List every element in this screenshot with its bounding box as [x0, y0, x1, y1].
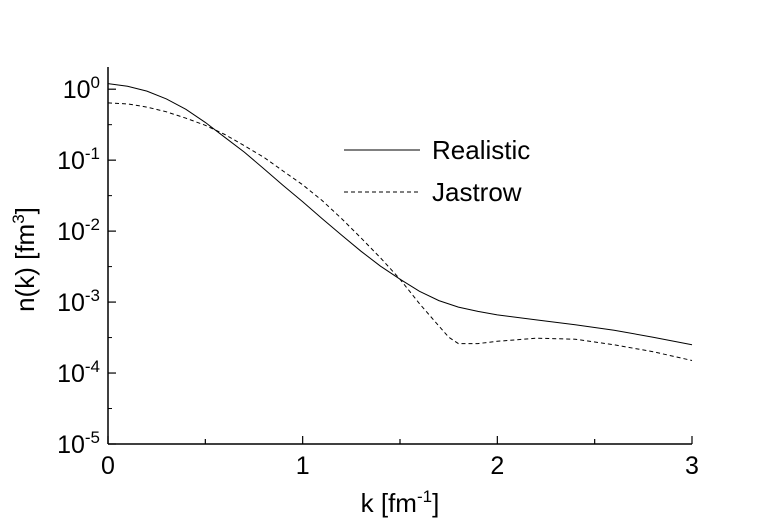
axes: 0 1 2 3 100 10-1 10-2 10-3 10-4 10-5 [57, 67, 699, 480]
x-axis-label: k [fm-1] [361, 487, 440, 518]
x-tick-label: 0 [101, 452, 115, 480]
series-line-realistic [107, 83, 693, 346]
y-tick-label: 10-3 [57, 286, 100, 317]
y-tick-label: 10-2 [57, 215, 100, 246]
x-tick-label: 3 [685, 452, 699, 480]
y-tick-label: 100 [63, 73, 100, 104]
y-axis-label: n(k) [fm3] [9, 207, 40, 312]
x-tick-label: 2 [490, 452, 504, 480]
series-line-jastrow [107, 102, 693, 361]
y-tick-label: 10-5 [57, 428, 100, 459]
plot-area [107, 83, 693, 361]
legend-label-realistic: Realistic [432, 135, 530, 165]
y-tick-label: 10-1 [57, 144, 100, 175]
legend-label-jastrow: Jastrow [432, 177, 522, 207]
y-tick-label: 10-4 [57, 357, 100, 388]
legend: Realistic Jastrow [344, 135, 530, 207]
x-tick-label: 1 [296, 452, 310, 480]
